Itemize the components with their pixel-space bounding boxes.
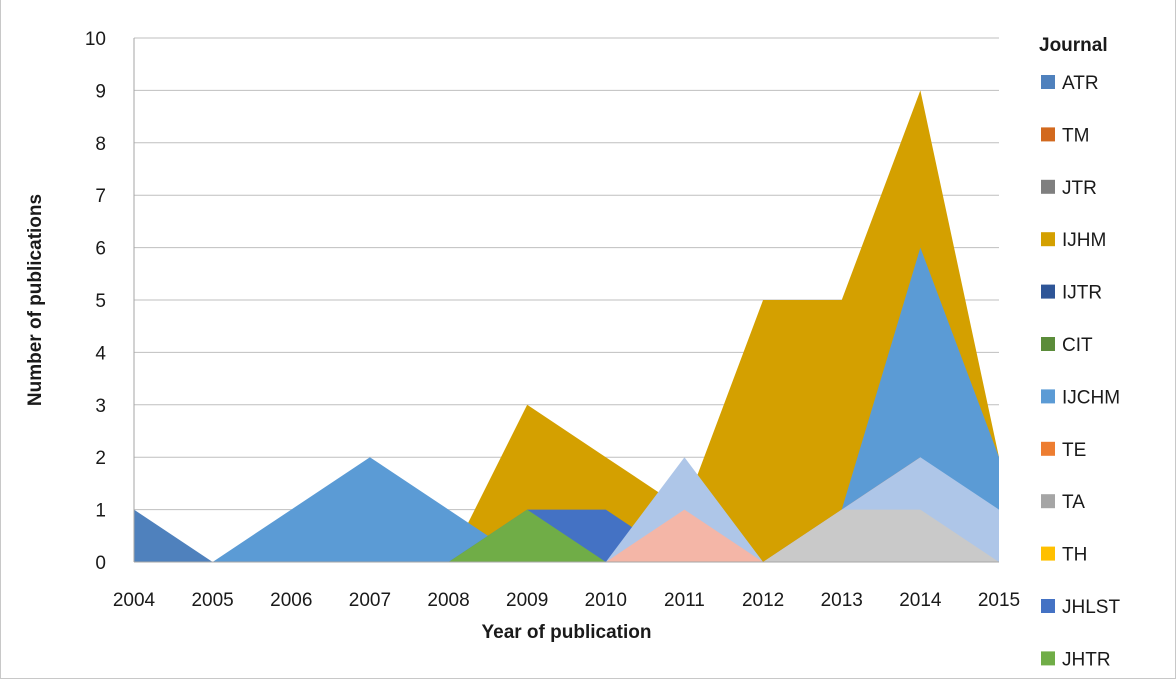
y-tick-label: 0 <box>95 553 106 574</box>
legend-swatch-jtr <box>1041 179 1055 194</box>
x-tick-label: 2006 <box>270 590 312 611</box>
x-tick-label: 2012 <box>742 590 784 611</box>
legend-label-ijhm: IJHM <box>1062 230 1106 251</box>
area-ijhm <box>134 90 999 563</box>
x-tick-label: 2015 <box>978 590 1020 611</box>
y-tick-label: 3 <box>95 396 106 417</box>
legend-swatch-ta <box>1041 494 1055 509</box>
axes <box>133 38 999 563</box>
area-ijchm <box>134 247 999 562</box>
x-tick-label: 2005 <box>191 590 233 611</box>
x-tick-label: 2013 <box>821 590 863 611</box>
legend-label-ijchm: IJCHM <box>1062 387 1120 408</box>
y-tick-label: 4 <box>95 343 106 364</box>
y-axis-title: Number of publications <box>25 194 46 406</box>
legend-label-ijtr: IJTR <box>1062 283 1102 304</box>
x-tick-label: 2014 <box>899 590 942 611</box>
y-tick-label: 10 <box>85 29 106 50</box>
y-tick-label: 5 <box>95 291 106 312</box>
x-tick-labels: 2004 2005 2006 2007 2008 2009 2010 2011 2012 2013… <box>113 590 1020 611</box>
x-tick-label: 2011 <box>664 590 705 611</box>
y-tick-labels: 0 1 2 3 4 5 6 7 8 9 10 <box>85 29 107 574</box>
legend-swatch-jhlst <box>1041 599 1055 613</box>
x-tick-label: 2010 <box>585 590 627 611</box>
gridlines <box>134 37 999 511</box>
x-axis-title: Year of publication <box>482 622 652 643</box>
legend-swatch-atr <box>1041 75 1055 89</box>
legend-label-cit: CIT <box>1062 335 1093 356</box>
area-unlabeled-3 <box>134 509 999 562</box>
legend-swatch-ijchm <box>1041 389 1055 404</box>
legend-label-tm: TM <box>1062 125 1089 146</box>
legend-swatch-te <box>1041 441 1055 456</box>
x-tick-label: 2009 <box>506 590 548 611</box>
legend-label-jtr: JTR <box>1062 178 1097 199</box>
legend-label-jhlst: JHLST <box>1062 597 1120 618</box>
y-tick-label: 1 <box>95 501 106 522</box>
y-tick-label: 7 <box>95 186 106 207</box>
legend-swatch-ijhm <box>1041 232 1055 247</box>
area-jhlst <box>134 509 999 562</box>
y-tick-label: 9 <box>95 81 106 102</box>
legend-swatch-cit <box>1041 337 1055 351</box>
legend-title: Journal <box>1039 35 1108 56</box>
legend-label-atr: ATR <box>1062 73 1099 94</box>
x-tick-label: 2008 <box>427 590 469 611</box>
y-tick-label: 6 <box>95 239 106 260</box>
legend-swatch-ijtr <box>1041 284 1055 299</box>
area-jhtr <box>134 509 999 562</box>
legend-swatch-jhtr <box>1041 651 1055 666</box>
legend-label-ta: TA <box>1062 492 1085 513</box>
legend-label-jhtr: JHTR <box>1062 649 1111 670</box>
series-areas <box>134 90 999 563</box>
legend-label-te: TE <box>1062 440 1086 461</box>
legend-items: ATR TM JTR IJHM IJTR CIT IJCHM TE TA TH JHLST JHTR <box>1041 73 1120 670</box>
y-tick-label: 8 <box>95 134 106 155</box>
x-tick-label: 2007 <box>349 590 391 611</box>
legend-swatch-th <box>1041 546 1055 561</box>
x-tick-label: 2004 <box>113 590 156 611</box>
y-tick-label: 2 <box>95 448 106 469</box>
legend-label-th: TH <box>1062 545 1087 566</box>
legend: Journal ATR TM JTR IJHM IJTR CIT IJCHM TE TA TH JH… <box>1039 35 1120 670</box>
legend-swatch-tm <box>1041 127 1055 142</box>
